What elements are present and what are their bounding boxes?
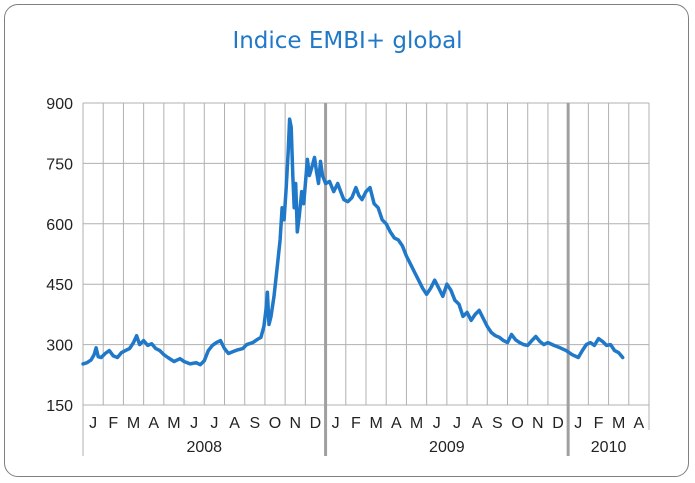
x-month-label: J (433, 415, 441, 432)
x-month-label: J (210, 415, 218, 432)
x-month-label: A (634, 415, 645, 432)
y-tick-label: 450 (46, 277, 73, 294)
x-month-label: J (453, 415, 461, 432)
x-month-label: M (167, 415, 180, 432)
x-month-label: D (310, 415, 322, 432)
x-month-label: A (229, 415, 240, 432)
y-tick-label: 600 (46, 217, 73, 234)
x-month-label: F (108, 415, 118, 432)
x-month-label: J (332, 415, 340, 432)
x-month-label: S (249, 415, 260, 432)
y-tick-label: 750 (46, 156, 73, 173)
x-month-label: A (472, 415, 483, 432)
x-month-label: A (391, 415, 402, 432)
x-month-label: J (574, 415, 582, 432)
x-month-label: F (594, 415, 604, 432)
x-month-label: M (410, 415, 423, 432)
y-tick-label: 900 (46, 96, 73, 113)
chart-frame (4, 4, 689, 477)
x-month-label: D (552, 415, 564, 432)
x-month-label: F (351, 415, 361, 432)
x-month-label: S (492, 415, 503, 432)
x-year-label: 2009 (429, 439, 465, 456)
series-line (81, 117, 625, 367)
x-month-label: M (127, 415, 140, 432)
x-month-label: J (190, 415, 198, 432)
x-month-label: O (269, 415, 281, 432)
x-year-label: 2010 (591, 439, 627, 456)
x-month-label: O (511, 415, 523, 432)
x-year-label: 2008 (186, 439, 222, 456)
x-month-label: A (148, 415, 159, 432)
x-month-label: N (289, 415, 301, 432)
y-tick-label: 150 (46, 398, 73, 415)
x-month-label: M (369, 415, 382, 432)
y-tick-label: 300 (46, 338, 73, 355)
x-month-label: M (612, 415, 625, 432)
x-month-label: J (89, 415, 97, 432)
chart-title: Indice EMBI+ global (232, 28, 463, 54)
x-month-label: N (532, 415, 544, 432)
